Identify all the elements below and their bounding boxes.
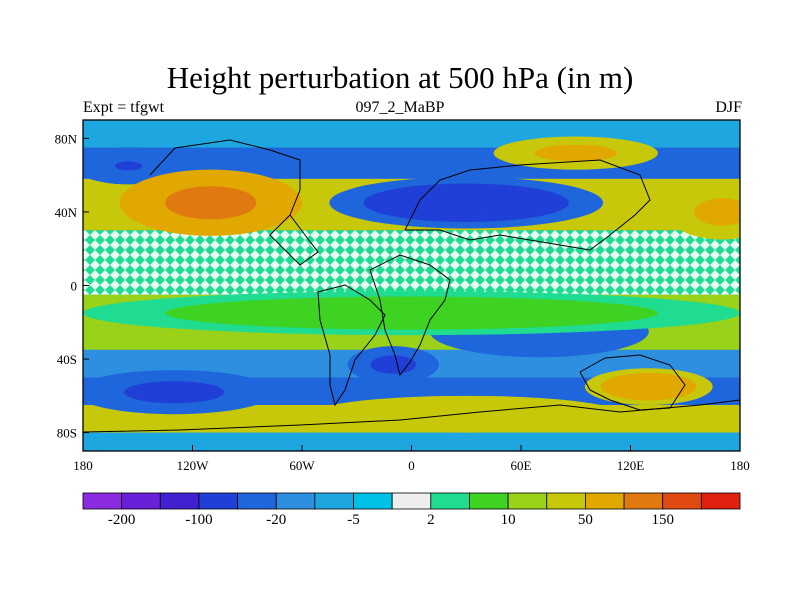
cell-southern-atlantic-low-3 <box>381 359 405 370</box>
x-tick-label-6: 180 <box>730 458 750 473</box>
cell-atlantic-eurasia-low-3 <box>432 196 501 210</box>
y-tick-label-1: 40N <box>55 205 78 220</box>
colorbar-swatch-7 <box>353 492 393 510</box>
cell-north-america-high-3 <box>187 194 234 212</box>
x-tick-label-0: 180 <box>73 458 93 473</box>
colorbar-label-5: 10 <box>501 512 516 528</box>
colorbar-swatch-13 <box>585 492 625 510</box>
coast-north-america <box>149 139 319 266</box>
zonal-band-3 <box>83 230 740 249</box>
coast-australia <box>579 354 686 411</box>
colorbar-swatch-2 <box>159 492 200 510</box>
cell-east-pacific-high-3 <box>708 205 736 219</box>
cell-tropical-positive-3 <box>329 307 494 319</box>
coast-south-america <box>317 284 386 407</box>
colorbar-swatch-1 <box>121 492 161 510</box>
cell-pacific-southern-3 <box>149 386 200 398</box>
cell-pacific-north-low-3 <box>114 161 143 171</box>
colorbar-swatch-14 <box>623 492 664 510</box>
colorbar-swatch-15 <box>662 492 702 510</box>
colorbar-swatch-8 <box>391 492 432 510</box>
zonal-band-10 <box>83 432 740 451</box>
right-label: DJF <box>715 99 742 116</box>
colorbar-swatch-9 <box>430 492 470 510</box>
colorbar-swatch-12 <box>546 492 586 510</box>
colorbar-swatch-5 <box>275 492 316 510</box>
colorbar: -200 -100 -20 -5 2 10 50 150 <box>82 492 741 528</box>
colorbar-label-0: -200 <box>108 512 136 528</box>
chart-title: Height perturbation at 500 hPa (in m) <box>166 60 634 95</box>
colorbar-swatch-3 <box>198 492 238 510</box>
coast-eurasia <box>404 159 651 251</box>
colorbar-swatch-6 <box>314 492 354 510</box>
cell-siberia-high-3 <box>555 148 597 158</box>
y-tick-label-3: 40S <box>57 352 77 367</box>
y-tick-label-2: 0 <box>71 279 78 294</box>
colorbar-label-3: -5 <box>347 512 360 528</box>
coast-africa <box>369 254 451 377</box>
y-tick-label-0: 80N <box>55 131 78 146</box>
colorbar-label-2: -20 <box>266 512 286 528</box>
colorbar-label-1: -100 <box>185 512 213 528</box>
colorbar-swatch-11 <box>507 492 548 510</box>
center-label: 097_2_MaBP <box>355 99 445 116</box>
x-tick-label-2: 60W <box>289 458 315 473</box>
x-tick-label-3: 0 <box>408 458 415 473</box>
x-tick-label-4: 60E <box>511 458 532 473</box>
colorbar-swatch-10 <box>469 492 509 510</box>
left-label: Expt = tfgwt <box>83 99 165 116</box>
coast-antarctica <box>82 399 741 433</box>
x-tick-label-1: 120W <box>177 458 210 473</box>
x-tick-label-5: 120E <box>617 458 645 473</box>
colorbar-swatch-16 <box>700 492 741 510</box>
axes: 180 120W 60W 0 60E 120E 180 80N 40N 0 40S 80S <box>55 131 750 473</box>
cell-south-pacific-high-3 <box>632 382 665 392</box>
coastlines <box>82 139 741 433</box>
y-tick-label-4: 80S <box>57 426 77 441</box>
zonal-band-4 <box>83 248 740 295</box>
map-area <box>83 120 740 451</box>
colorbar-label-4: 2 <box>427 512 435 528</box>
colorbar-swatch-0 <box>82 492 123 510</box>
colorbar-label-6: 50 <box>578 512 593 528</box>
colorbar-label-7: 150 <box>651 512 674 528</box>
colorbar-swatch-4 <box>237 492 277 510</box>
